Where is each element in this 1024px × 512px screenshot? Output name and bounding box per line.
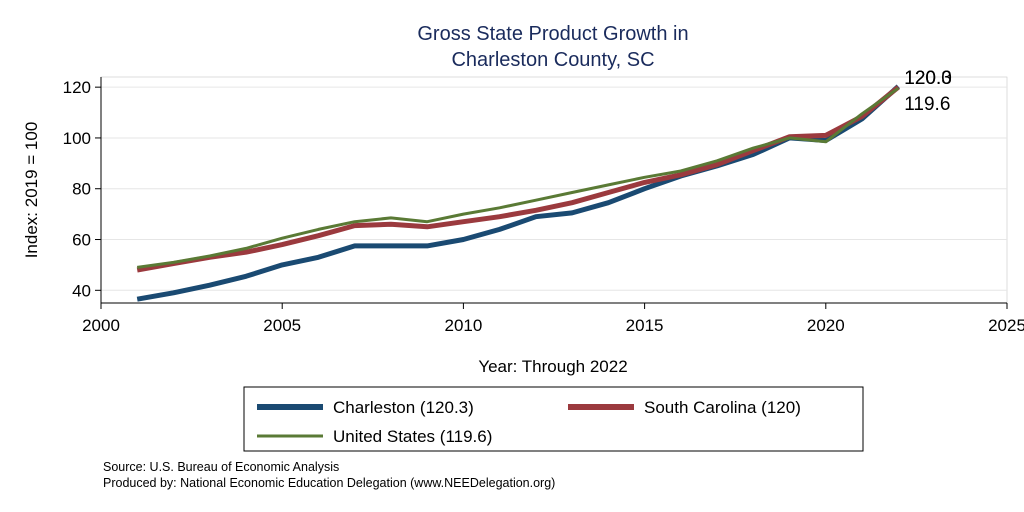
y-tick-label: 80 [72,180,91,199]
series-line-united-states [136,86,900,269]
y-tick-label: 120 [63,78,91,97]
axes: 40 60 80 100 120 2000 2005 2010 2015 2020 2025 [63,77,1024,335]
legend-label-south-carolina: South Carolina (120) [644,398,801,417]
end-label-charleston: 120.3 [904,68,952,89]
y-tick-label: 60 [72,231,91,250]
series-lines [136,84,900,302]
chart-title-line-2: Charleston County, SC [451,49,654,71]
y-tick-label: 100 [63,129,91,148]
legend-label-united-states: United States (119.6) [333,427,492,446]
x-tick-label: 2000 [82,316,120,335]
source-note: Source: U.S. Bureau of Economic Analysis [103,460,339,474]
legend-label-charleston: Charleston (120.3) [333,398,474,417]
x-tick-label: 2005 [263,316,301,335]
x-tick-label: 2020 [807,316,845,335]
legend-box [243,386,864,452]
legend: Charleston (120.3) South Carolina (120) … [243,386,864,452]
gridlines [101,86,1007,291]
produced-by-note: Produced by: National Economic Education… [103,476,555,490]
y-tick-label: 40 [72,281,91,300]
end-label-united-states: 119.6 [904,94,950,115]
x-tick-label: 2025 [988,316,1024,335]
plot-area [100,76,1008,304]
x-axis-title: Year: Through 2022 [478,357,627,376]
x-tick-label: 2010 [444,316,482,335]
x-tick-label: 2015 [626,316,664,335]
y-axis-title: Index: 2019 = 100 [22,122,41,259]
chart-title-line-1: Gross State Product Growth in [417,23,688,45]
end-label-south-carolina: 120.0 [904,68,952,89]
